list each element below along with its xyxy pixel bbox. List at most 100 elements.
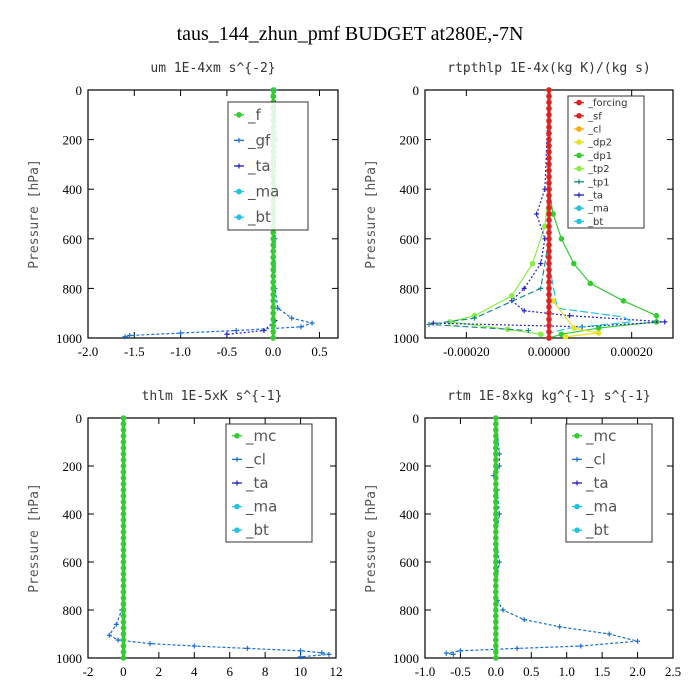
data-point	[546, 143, 552, 149]
data-point	[275, 305, 281, 311]
legend-label: _bt	[247, 208, 271, 227]
data-point	[270, 329, 276, 335]
y-tick-label: 1000	[56, 651, 82, 666]
data-point	[493, 571, 499, 577]
data-point	[244, 645, 250, 651]
data-point	[576, 152, 582, 159]
data-point	[574, 527, 580, 534]
data-point	[493, 427, 499, 433]
y-tick-label: 400	[63, 507, 83, 522]
data-point	[576, 99, 582, 106]
data-point	[270, 285, 276, 292]
x-tick-label: -1.0	[170, 344, 191, 359]
data-point	[576, 165, 582, 172]
data-point	[493, 421, 499, 427]
legend-label: _ma	[247, 183, 279, 202]
data-point	[120, 427, 127, 433]
data-point	[546, 236, 552, 242]
y-tick-label: 1000	[393, 331, 419, 346]
data-point	[270, 273, 276, 279]
data-point	[546, 124, 552, 130]
x-tick-label: 2.0	[629, 664, 645, 679]
legend-item: _ta	[234, 157, 271, 176]
data-point	[546, 99, 552, 106]
data-point	[120, 529, 127, 535]
y-tick-label: 1000	[393, 651, 419, 666]
data-point	[298, 654, 304, 660]
y-tick-label: 1000	[56, 331, 82, 346]
data-point	[120, 451, 127, 457]
data-point	[493, 613, 499, 619]
data-point	[509, 293, 515, 299]
data-point	[493, 529, 499, 535]
y-axis-label: Pressure [hPa]	[27, 159, 42, 269]
data-point	[562, 333, 569, 340]
data-point	[270, 298, 276, 304]
data-point	[120, 517, 127, 523]
data-point	[450, 651, 456, 657]
data-point	[493, 565, 499, 571]
panels: um 1E-4xm s^{-2}Pressure [hPa]0200400600…	[27, 61, 681, 679]
data-point	[546, 105, 552, 112]
legend-label: _dp2	[587, 138, 612, 149]
x-tick-label: 0.5	[523, 664, 539, 679]
data-point	[457, 648, 463, 654]
panel-title: thlm 1E-5xK s^{-1}	[142, 389, 283, 404]
data-point	[546, 260, 552, 267]
data-point	[493, 487, 499, 493]
data-point	[120, 487, 127, 493]
data-point	[443, 650, 449, 656]
legend-item: _forcing	[574, 98, 628, 109]
data-point	[546, 161, 552, 168]
data-point	[546, 205, 552, 211]
x-tick-label: 2.5	[665, 664, 681, 679]
data-point	[493, 655, 499, 661]
data-point	[120, 433, 127, 439]
y-tick-label: 600	[400, 232, 420, 247]
data-point	[558, 331, 565, 338]
data-point	[500, 607, 506, 613]
legend-item: _gf	[234, 131, 271, 150]
data-point	[576, 113, 582, 119]
data-point	[236, 214, 242, 220]
legend: _forcing _sf _cl _dp2 _dp1 _tp2 _tp1 _ta _ma _bt	[567, 95, 645, 229]
data-point	[653, 312, 660, 319]
legend-item: _ta	[232, 474, 269, 493]
data-point	[234, 433, 240, 439]
data-point	[576, 192, 582, 198]
data-point	[576, 126, 582, 132]
data-point	[120, 571, 127, 577]
data-point	[534, 211, 540, 217]
data-point	[538, 261, 544, 267]
data-point	[120, 511, 127, 517]
data-point	[493, 541, 499, 547]
legend-item: _mc	[232, 427, 276, 446]
legend: _f _gf _ta _ma _bt	[227, 101, 309, 231]
data-point	[319, 650, 325, 656]
data-point	[546, 217, 552, 223]
data-point	[120, 565, 127, 571]
data-point	[236, 163, 242, 169]
data-point	[546, 329, 552, 335]
y-tick-label: 0	[413, 411, 420, 426]
data-point	[120, 625, 127, 631]
data-point	[557, 624, 563, 630]
data-point	[120, 619, 127, 625]
data-point	[120, 547, 127, 553]
data-point	[326, 651, 332, 657]
data-point	[546, 273, 552, 279]
legend-item: _sf	[574, 111, 602, 122]
data-point	[120, 613, 127, 619]
plot-frame	[424, 417, 674, 659]
data-point	[493, 577, 499, 583]
data-point	[546, 291, 552, 298]
data-point	[546, 248, 552, 254]
data-point	[493, 553, 499, 559]
data-point	[270, 291, 276, 298]
data-point	[546, 254, 552, 261]
legend-label: _cl	[587, 125, 601, 136]
y-axis-label: Pressure [hPa]	[364, 159, 379, 269]
panel-title: rtm 1E-8xkg kg^{-1} s^{-1}	[447, 389, 651, 404]
data-point	[493, 517, 499, 523]
